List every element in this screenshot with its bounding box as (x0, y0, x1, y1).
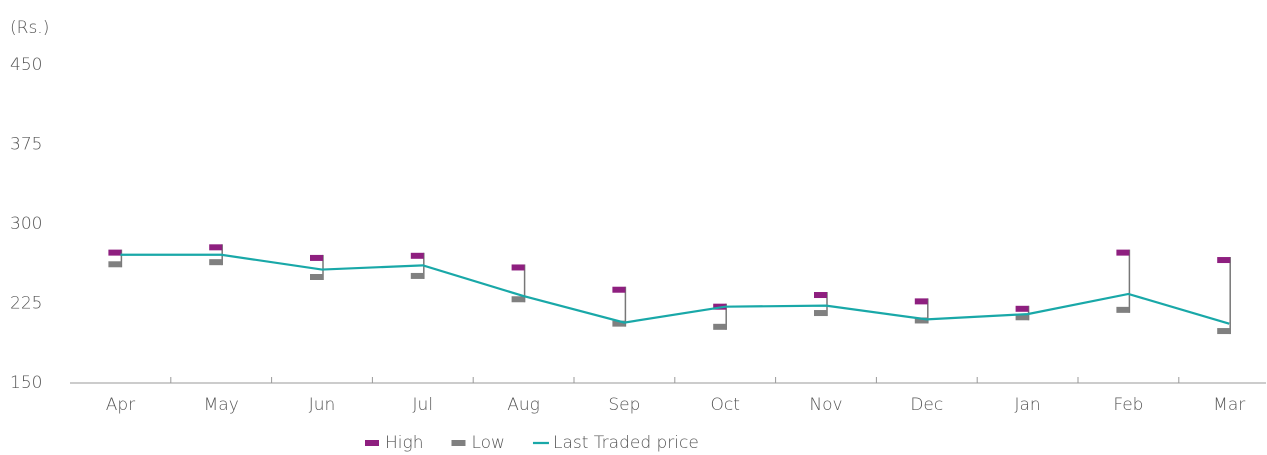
flag-marker (310, 274, 323, 280)
x-tick-label: Jun (309, 395, 336, 415)
legend-label: Low (471, 433, 504, 453)
legend-label: Last Traded price (553, 433, 699, 453)
flag-marker (1015, 314, 1029, 321)
flag-marker (1116, 306, 1130, 313)
x-tick-label: Aug (507, 395, 540, 415)
flag-marker (1217, 257, 1231, 264)
y-tick-label: 375 (10, 135, 42, 155)
x-tick-label: Sep (608, 395, 640, 415)
x-tick-label: Jul (413, 395, 434, 415)
flag-marker (914, 298, 928, 305)
flag-marker (1217, 328, 1231, 335)
legend-swatch (451, 440, 466, 446)
flag-marker (310, 254, 323, 261)
flag-marker (410, 272, 424, 279)
y-tick-label: 300 (10, 214, 42, 234)
flag-marker (612, 320, 626, 327)
x-tick-label: Feb (1113, 395, 1143, 415)
flag-marker (814, 292, 827, 299)
flag-marker (209, 244, 223, 251)
flag-marker (209, 259, 223, 266)
x-tick-label: Mar (1213, 395, 1245, 415)
flag-marker (612, 286, 626, 293)
flag-marker (713, 323, 727, 330)
flag-marker (108, 249, 122, 256)
flag-marker (814, 310, 827, 317)
y-tick-label: 225 (10, 294, 42, 314)
flag-marker (1015, 305, 1029, 312)
x-tick-label: Jan (1014, 395, 1040, 415)
x-tick-label: Dec (910, 395, 943, 415)
flag-marker (108, 261, 122, 268)
flag-marker (511, 264, 525, 271)
y-tick-label: 150 (10, 373, 42, 393)
flag-marker (1116, 249, 1130, 256)
price-line (120, 253, 1230, 325)
flag-marker (410, 252, 424, 259)
flag-marker (914, 317, 928, 324)
y-tick-label: 450 (10, 55, 42, 75)
x-tick-label: Nov (809, 395, 842, 415)
x-tick-label: May (204, 395, 239, 415)
y-axis-label: (Rs.) (10, 18, 49, 38)
legend-label: High (385, 433, 423, 453)
x-tick-label: Oct (710, 395, 739, 415)
x-tick-label: Apr (106, 395, 135, 415)
flag-marker (511, 296, 525, 303)
legend-swatch (365, 440, 379, 446)
